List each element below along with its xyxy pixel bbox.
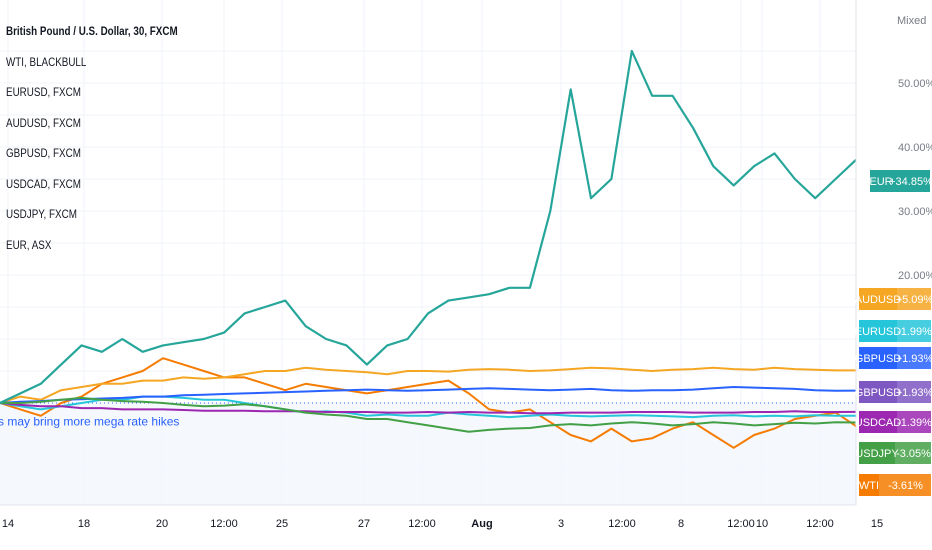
badge-value-bg [895,442,931,464]
badge-name-bg [859,288,897,310]
badge-gbpusd[interactable]: GBPUSD+1.93% [855,381,932,403]
badge-name: USDJPY [855,448,899,460]
series-line-eur[interactable] [0,49,857,404]
legend-item[interactable]: EURUSD, FXCM [6,85,81,99]
x-tick-label: 12:00 [210,518,238,530]
x-tick-label: 27 [358,518,370,530]
badge-value-bg [897,347,931,369]
badge-bg [870,170,930,192]
badge-value: +5.09% [896,294,932,306]
x-tick-label: 12:00 [408,518,436,530]
badge-eur[interactable]: EUR+34.85% [869,170,932,192]
badge-value-bg [897,320,931,342]
series-line-gbpusd[interactable] [0,386,857,404]
badge-value: +1.93% [896,387,932,399]
badge-value: +1.93% [896,353,932,365]
legend: British Pound / U.S. Dollar, 30, FXCM WT… [6,24,215,268]
legend-item[interactable]: AUDUSD, FXCM [6,115,81,130]
series-line-usdcad[interactable] [0,402,857,415]
badge-wti[interactable]: WTI -3.61% [859,474,931,496]
badge-name: EURUSD [855,326,902,338]
series-line-wti[interactable] [0,357,857,449]
badge-value-bg [897,411,931,433]
legend-item[interactable]: GBPUSD, FXCM [6,146,81,160]
badge-eurusd[interactable]: EURUSD-1.99% [855,320,932,342]
badge-value-bg [897,381,931,403]
y-tick-label: 40.00% [898,142,932,154]
badge-value: -3.61% [888,480,923,492]
series-line-usdjpy[interactable] [0,396,857,433]
badge-name-bg [859,347,897,369]
badge-name-bg [859,320,897,342]
badge-name: AUDUSD [855,294,902,306]
x-tick-label: Aug [471,518,492,530]
x-tick-label: 10 [756,518,768,530]
x-tick-label: 12:00 [806,518,834,530]
y-tick-label: 30.00% [898,206,932,218]
badge-name-bg [859,474,879,496]
badge-name-bg [859,442,895,464]
y-tick-label: 20.00% [898,270,932,282]
x-tick-label: 12:00 [727,518,755,530]
x-tick-label: 15 [871,518,883,530]
x-tick-label: 18 [78,518,90,530]
badge-value: +34.85% [889,176,932,188]
news-band [0,403,856,505]
time-axis[interactable]: 14 18 20 12:00 25 27 12:00 Aug 3 12:00 8 12:00 10 12:… [0,504,883,550]
x-tick-label: 12:00 [608,518,636,530]
series-line-audusd[interactable] [0,366,856,404]
scale-mode-label[interactable]: Mixed [897,15,926,27]
x-tick-label: 25 [276,518,288,530]
y-tick-label: 50.00% [898,78,932,90]
badge-name: GBPUSD [855,353,902,365]
badge-value: -1.39% [897,417,932,429]
price-axis[interactable]: Mixed 50.00% 40.00% 30.00% 20.00% EUR+34.85% A… [855,0,932,550]
x-tick-label: 20 [156,518,168,530]
legend-item[interactable]: USDCAD, FXCM [6,176,81,191]
legend-item[interactable]: EUR, ASX [6,237,52,252]
x-tick-label: 8 [678,518,684,530]
badge-usdcad[interactable]: USDCAD-1.39% [855,411,932,433]
badge-name-bg [859,411,897,433]
time-axis-bg [0,505,856,550]
badge-name: USDCAD [855,417,902,429]
badge-name: WTI [859,480,879,492]
badge-name: GBPUSD [855,387,902,399]
x-tick-label: 14 [2,518,14,530]
badge-value: -3.05% [896,448,931,460]
badge-value-bg [879,474,931,496]
badge-name-bg [859,381,897,403]
badge-value: -1.99% [897,326,932,338]
badge-audusd[interactable]: AUDUSD+5.09% [855,288,932,310]
badge-name: EUR [869,176,892,188]
badge-gbpusd[interactable]: GBPUSD+1.93% [855,347,932,369]
news-annotation[interactable]: s may bring more mega rate hikes [0,414,179,428]
badge-value-bg [897,288,931,310]
legend-item[interactable]: WTI, BLACKBULL [6,54,87,69]
badge-usdjpy[interactable]: USDJPY-3.05% [855,442,931,464]
legend-item[interactable]: USDJPY, FXCM [6,207,77,221]
x-tick-label: 3 [558,518,564,530]
chart-title[interactable]: British Pound / U.S. Dollar, 30, FXCM [6,24,178,38]
